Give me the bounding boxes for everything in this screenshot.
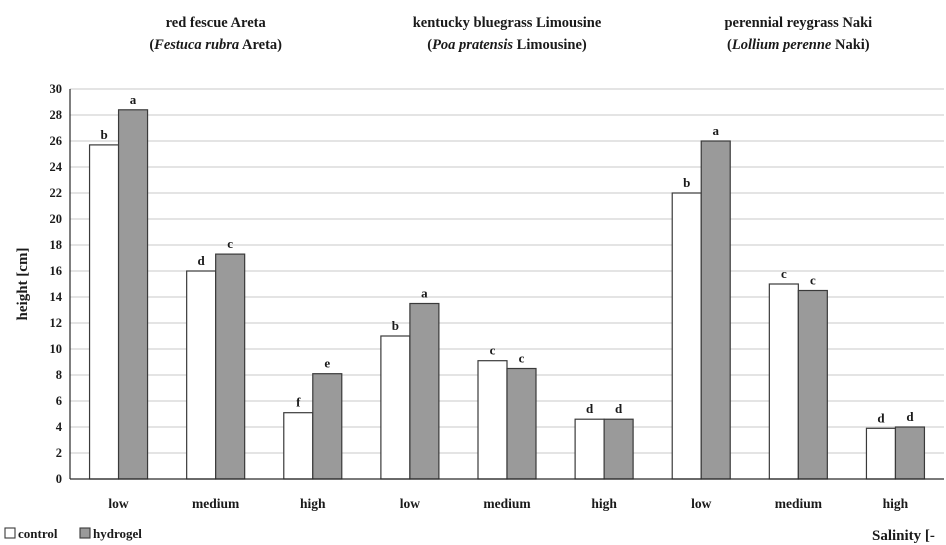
bar-hydrogel [506, 367, 537, 480]
y-tick-label: 22 [50, 186, 63, 200]
bar-hydrogel [603, 418, 634, 480]
category-label: low [108, 496, 129, 511]
significance-label-control: c [781, 266, 787, 281]
legend-label-hydrogel: hydrogel [93, 526, 142, 541]
y-tick-label: 18 [50, 238, 63, 252]
legend-swatch-control [4, 527, 16, 539]
significance-label-hydrogel: a [712, 123, 719, 138]
y-axis-title: height [cm] [15, 248, 31, 321]
significance-label-hydrogel: c [519, 351, 525, 366]
significance-label-hydrogel: a [421, 286, 428, 301]
bar-control [671, 192, 702, 480]
group-title: perennial reygrass Naki [724, 15, 872, 31]
y-tick-label: 24 [50, 160, 63, 174]
bar-hydrogel [700, 140, 731, 480]
category-label: high [883, 496, 909, 511]
group-subtitle: (Festuca rubra Areta) [149, 37, 282, 53]
y-tick-label: 28 [50, 108, 63, 122]
group-subtitle: (Lollium perenne Naki) [727, 37, 870, 53]
y-tick-label: 14 [50, 290, 63, 304]
y-tick-label: 0 [56, 472, 62, 486]
significance-label-control: b [683, 175, 690, 190]
category-label: high [591, 496, 617, 511]
significance-label-hydrogel: a [130, 92, 137, 107]
group-titles: red fescue Areta (Festuca rubra Areta) ken… [149, 15, 872, 53]
group-subtitle: (Poa pratensis Limousine) [427, 37, 587, 53]
significance-label-control: b [100, 127, 107, 142]
significance-label-control: b [392, 318, 399, 333]
category-label: medium [483, 496, 531, 511]
legend: control hydrogel [4, 526, 142, 541]
category-label: low [400, 496, 421, 511]
category-label: medium [192, 496, 240, 511]
group-title: red fescue Areta [166, 15, 267, 31]
significance-label-hydrogel: e [324, 356, 330, 371]
group-title: kentucky bluegrass Limousine [413, 15, 602, 31]
bars [88, 109, 926, 480]
bar-hydrogel [117, 109, 149, 480]
significance-label-hydrogel: d [906, 409, 914, 424]
significance-label-control: d [198, 253, 206, 268]
significance-label-control: f [296, 395, 301, 410]
bar-control [865, 427, 897, 480]
bar-control [186, 270, 217, 480]
significance-label-control: d [586, 401, 594, 416]
category-label: low [691, 496, 712, 511]
bar-control [768, 283, 799, 480]
y-tick-label: 10 [50, 342, 63, 356]
y-tick-label: 30 [50, 82, 63, 96]
y-tick-label: 16 [50, 264, 63, 278]
significance-label-hydrogel: d [615, 401, 623, 416]
y-tick-label: 12 [50, 316, 63, 330]
significance-label-hydrogel: c [810, 273, 816, 288]
bar-hydrogel [312, 373, 343, 480]
bar-control [283, 412, 314, 480]
y-tick-label: 4 [56, 420, 63, 434]
bar-control [88, 144, 120, 480]
bar-control [380, 335, 411, 480]
significance-labels: b a d c f e b a c c d d b a c c d d [100, 92, 914, 425]
legend-swatch-hydrogel [79, 527, 91, 539]
y-tick-label: 6 [56, 394, 62, 408]
significance-label-control: d [877, 410, 885, 425]
bar-control [574, 418, 605, 480]
significance-label-hydrogel: c [227, 236, 233, 251]
y-tick-label: 20 [50, 212, 63, 226]
bar-hydrogel [797, 289, 828, 480]
legend-label-control: control [18, 526, 58, 541]
category-label: medium [775, 496, 823, 511]
bar-control [477, 360, 508, 480]
x-axis-title: Salinity [- [872, 528, 935, 544]
bar-hydrogel [409, 302, 440, 480]
bar-hydrogel [894, 426, 926, 480]
category-label: high [300, 496, 326, 511]
y-tick-label: 26 [50, 134, 63, 148]
bar-hydrogel [215, 253, 246, 480]
category-labels: low medium high low medium high low medium high [108, 496, 908, 511]
y-tick-label: 8 [56, 368, 62, 382]
y-tick-label: 2 [56, 446, 62, 460]
significance-label-control: c [490, 343, 496, 358]
